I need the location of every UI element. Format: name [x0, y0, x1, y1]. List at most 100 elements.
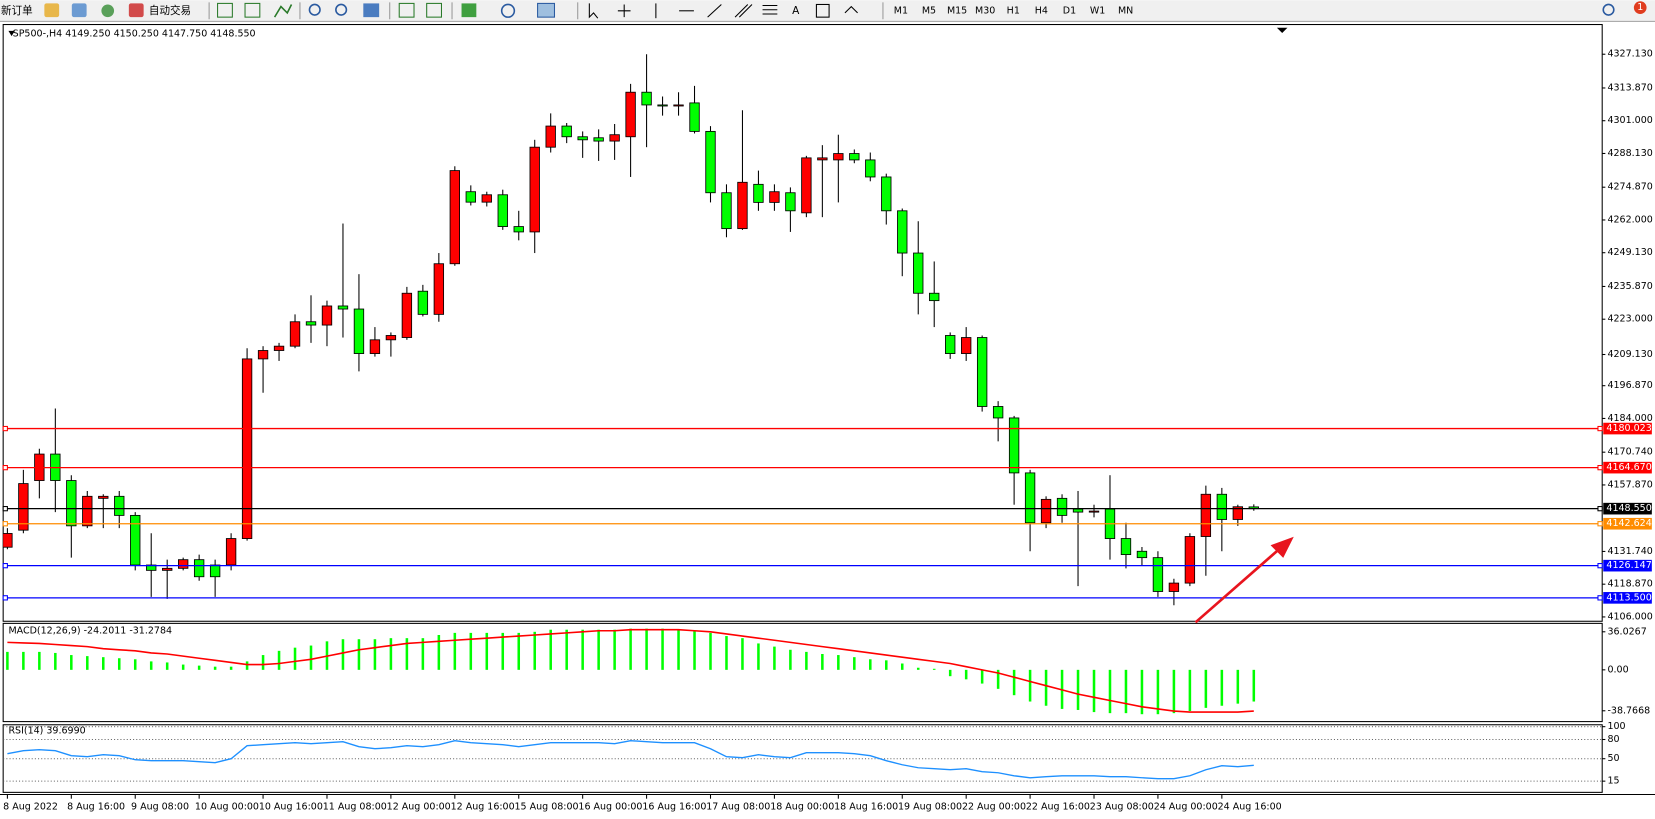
candle-body	[1200, 493, 1212, 537]
y-tick-label: 4288.130	[1607, 148, 1652, 159]
macd-bar	[197, 665, 201, 670]
y-tick-label: 4118.870	[1607, 579, 1652, 590]
macd-bar	[597, 629, 600, 670]
trend-line[interactable]	[707, 4, 722, 18]
macd-bar	[948, 669, 952, 677]
macd-header: MACD(12,26,9) -24.2011 -31.2784	[8, 625, 172, 636]
notification-count[interactable]: 1	[1637, 2, 1643, 13]
toolbar: 新订单 自动交易 A M1 M5 M15 M30 H1 H4 D1 W1 MN	[0, 0, 1655, 22]
level-handle	[2, 521, 8, 527]
new-order-button[interactable]: 新订单	[1, 4, 33, 17]
candle-body	[785, 192, 796, 212]
y-tick-label: 50	[1607, 753, 1619, 764]
auto-trading-button[interactable]: 自动交易	[149, 4, 191, 17]
icon[interactable]	[363, 3, 380, 18]
indicators[interactable]	[461, 3, 477, 18]
level-handle	[2, 506, 8, 512]
macd-bar	[885, 660, 888, 670]
macd-bar	[1028, 669, 1032, 702]
auto-trading-icon[interactable]	[128, 3, 144, 18]
templates[interactable]	[537, 2, 556, 18]
price-label: 4148.550	[1606, 503, 1651, 514]
candle-body	[881, 176, 892, 212]
timeframe-button[interactable]: M30	[975, 5, 995, 16]
timeframe-button[interactable]: H4	[1035, 5, 1048, 16]
macd-bar	[261, 655, 265, 670]
candle-body	[353, 308, 365, 354]
candle-body	[369, 339, 381, 354]
search[interactable]	[1602, 3, 1615, 16]
cursor[interactable]	[588, 3, 599, 19]
macd-bar	[469, 632, 473, 670]
macd-bar	[837, 655, 840, 670]
notification-badge[interactable]	[1633, 1, 1647, 14]
candle-body	[177, 559, 189, 569]
overlay: 4327.130 4313.870 4301.000 4288.130 4274.870…	[2, 49, 1653, 813]
main-pane	[2, 24, 1603, 622]
crosshair[interactable]	[617, 4, 631, 18]
timeframe-button[interactable]: M15	[947, 5, 967, 16]
macd-bar	[1124, 669, 1128, 714]
zoom-out[interactable]	[335, 3, 348, 16]
candle-body	[98, 495, 109, 499]
macd-bar	[853, 657, 856, 670]
timeframe-button[interactable]: M1	[894, 5, 908, 16]
macd-bar	[389, 638, 393, 670]
arrows[interactable]	[844, 5, 858, 14]
price-label-box	[1603, 559, 1652, 572]
text-tool[interactable]: A	[792, 5, 800, 17]
macd-bar	[38, 651, 41, 670]
timeframe-button[interactable]: MN	[1118, 5, 1133, 16]
macd-bar	[900, 663, 904, 670]
macd-bar	[869, 659, 872, 670]
x-tick-label: 18 Aug 00:00	[770, 802, 834, 813]
x-tick-label: 12 Aug 00:00	[387, 802, 451, 813]
macd-bar	[421, 638, 425, 670]
candle-body	[162, 567, 173, 571]
price-label: 4180.023	[1606, 423, 1651, 434]
x-tick-label: 9 Aug 08:00	[131, 802, 189, 813]
macd-bar	[22, 651, 25, 670]
macd-bar	[1140, 669, 1144, 715]
timeframe-button[interactable]: D1	[1063, 5, 1076, 16]
icon[interactable]	[398, 2, 415, 18]
icon[interactable]	[244, 2, 261, 18]
candle-body	[849, 153, 860, 161]
price-plot	[3, 54, 1259, 606]
icon[interactable]	[273, 4, 293, 18]
candle-body	[609, 134, 620, 142]
icon[interactable]	[44, 3, 60, 18]
macd-bar	[932, 668, 936, 670]
icon[interactable]	[71, 3, 87, 18]
price-label: 4126.147	[1606, 560, 1651, 571]
y-tick-label: 4235.870	[1607, 281, 1652, 292]
macd-bar	[645, 628, 648, 670]
macd-bar	[629, 628, 632, 670]
macd-bar	[821, 654, 824, 670]
x-tick-label: 19 Aug 08:00	[898, 802, 962, 813]
macd-bar	[789, 649, 792, 670]
timeframe-button[interactable]: H1	[1007, 5, 1020, 16]
chart-header: SP500-,H4 4149.250 4150.250 4147.750 414…	[13, 29, 256, 40]
fibonacci[interactable]	[762, 4, 778, 15]
periods[interactable]	[500, 3, 516, 18]
level-handle	[2, 425, 8, 432]
x-tick-label: 15 Aug 08:00	[515, 802, 579, 813]
label-tool[interactable]	[815, 3, 830, 18]
timeframe-button[interactable]: M5	[922, 5, 936, 16]
candle-body	[689, 102, 700, 132]
y-tick-label: 4223.000	[1607, 314, 1652, 325]
icon[interactable]	[426, 2, 443, 18]
price-label-box	[1603, 461, 1652, 474]
icon[interactable]	[101, 4, 115, 18]
macd-bar	[293, 647, 297, 670]
zoom-in[interactable]	[308, 3, 321, 16]
macd-bar	[964, 669, 968, 680]
icon[interactable]	[217, 2, 233, 18]
arrow-head	[1270, 536, 1294, 558]
x-tick-label: 12 Aug 16:00	[451, 802, 515, 813]
timeframe-button[interactable]: W1	[1090, 5, 1105, 16]
macd-bar	[181, 664, 185, 670]
channel[interactable]	[734, 4, 753, 18]
